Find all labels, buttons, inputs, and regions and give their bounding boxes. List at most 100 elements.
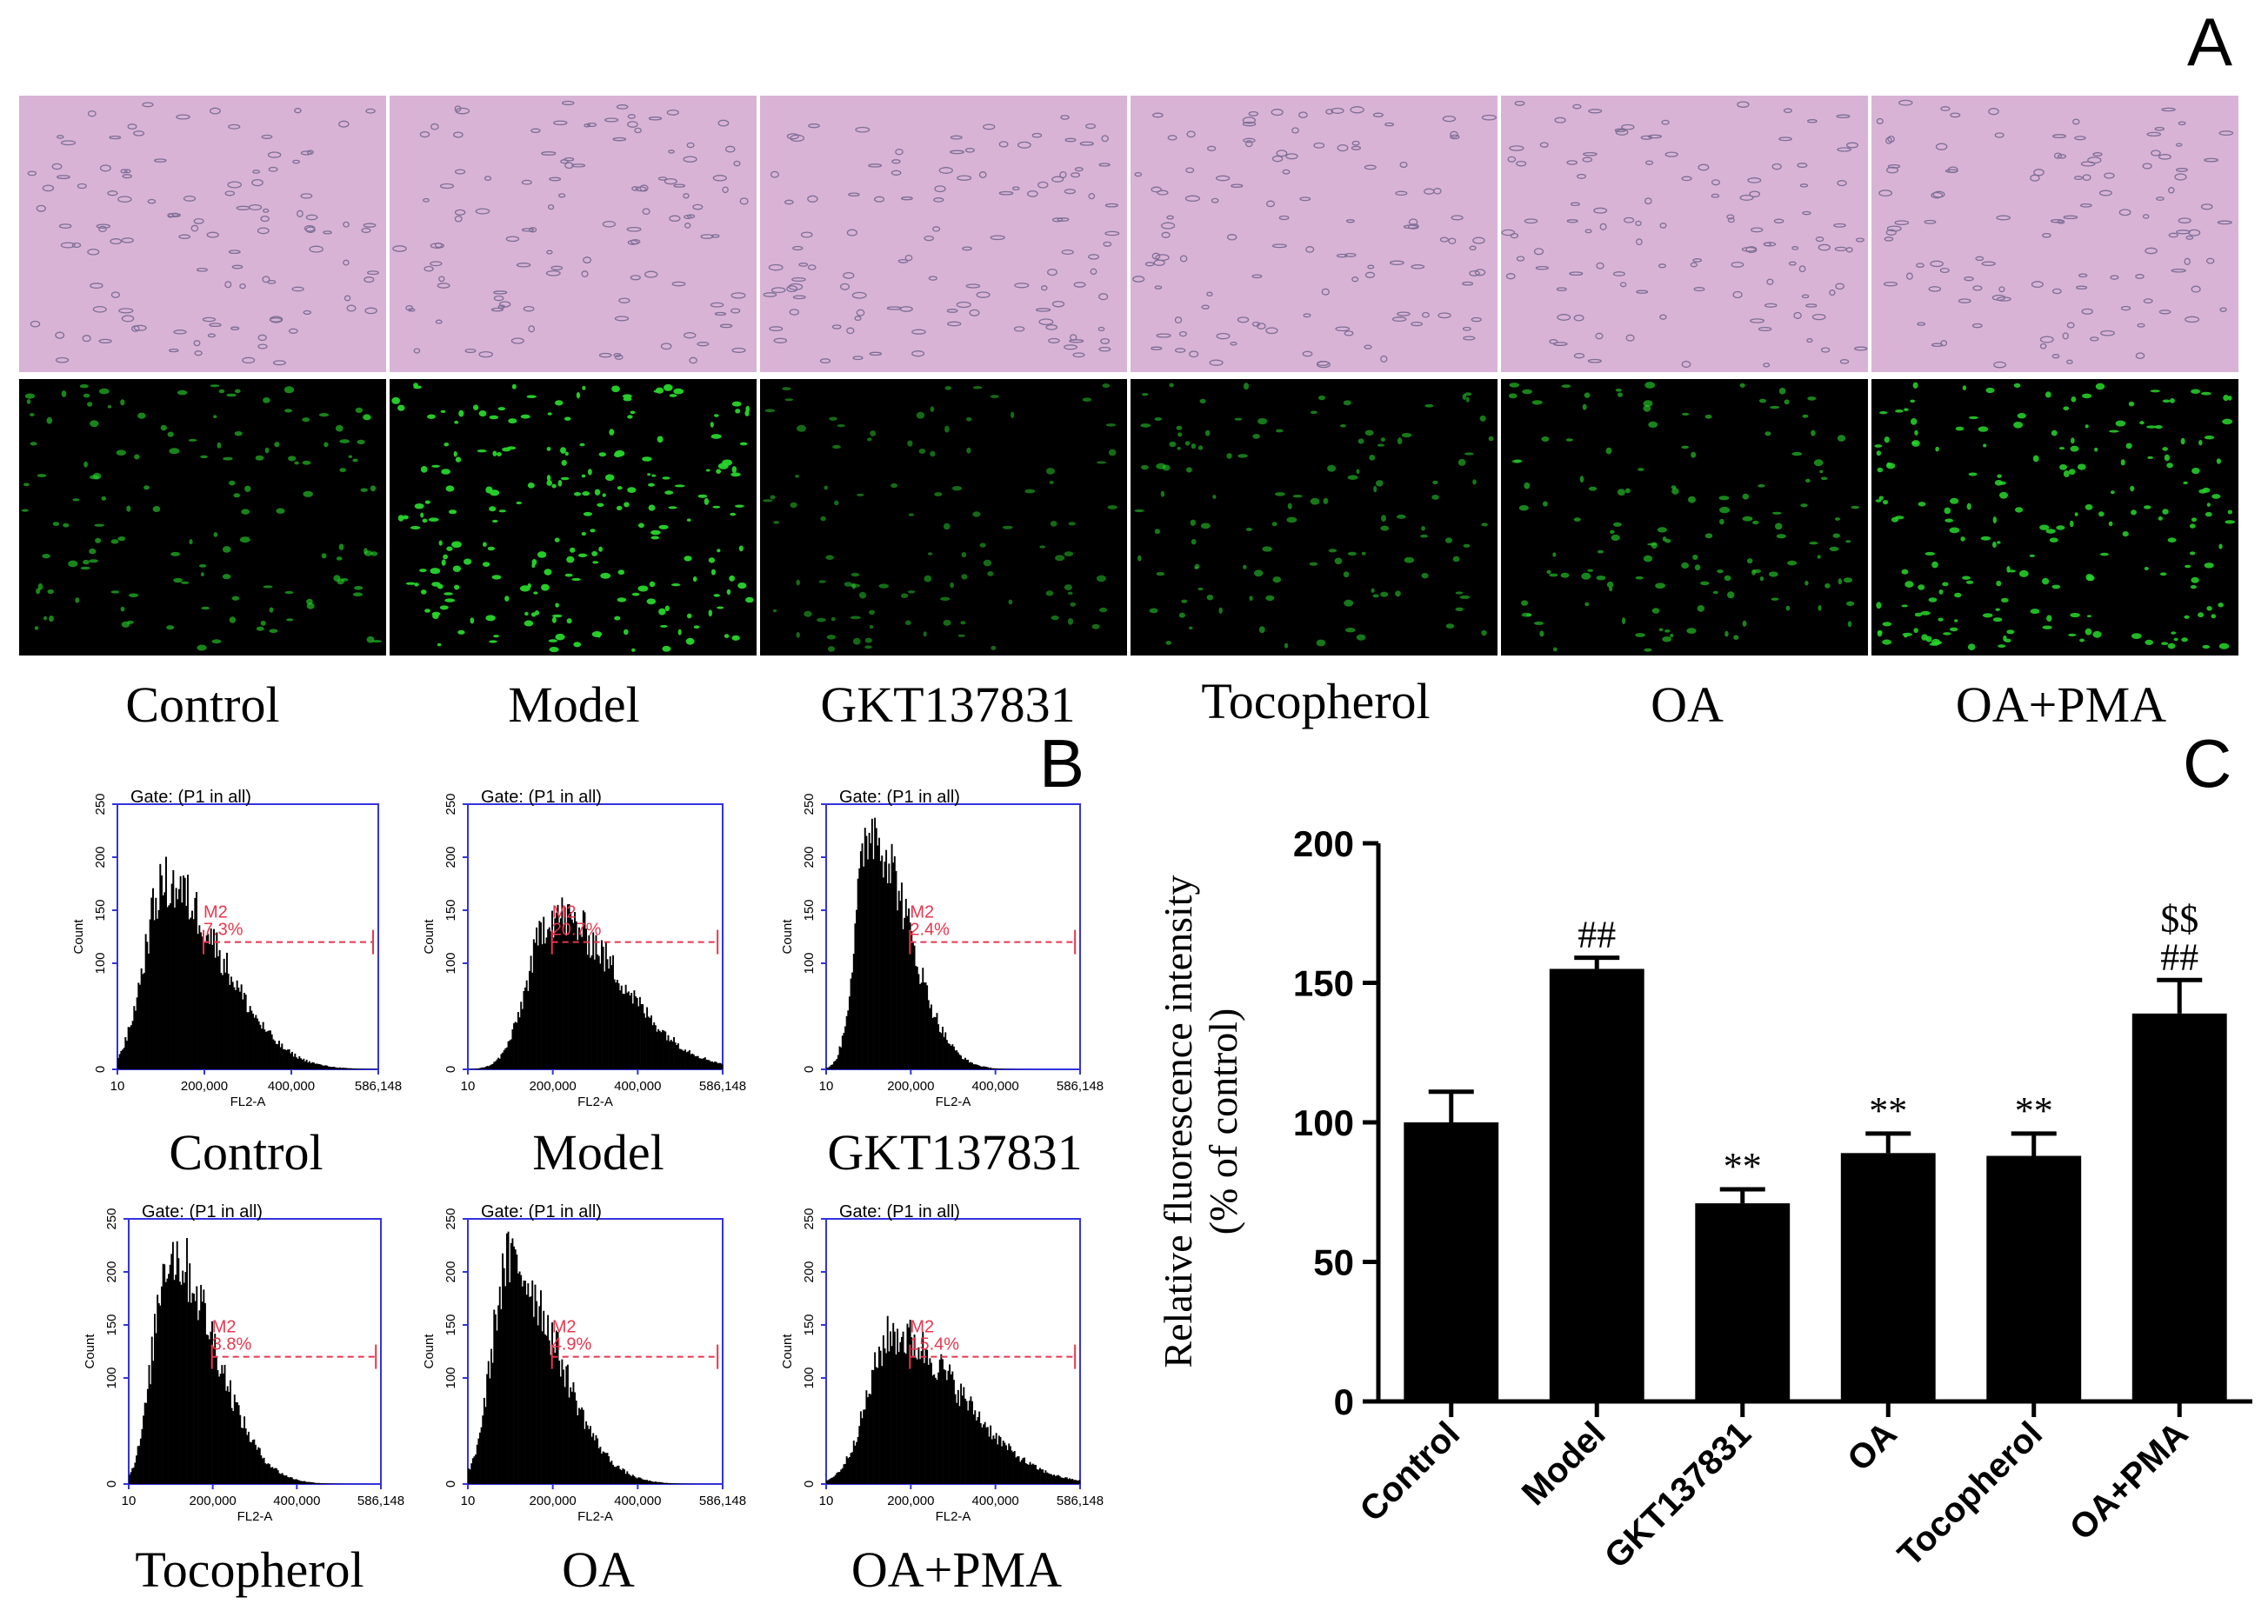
hist-y-tick: 0 bbox=[444, 1481, 458, 1488]
histogram: Gate: (P1 in all) 0 100 150 200 250 Count 10 200… bbox=[422, 1202, 746, 1524]
microscopy-panel bbox=[19, 96, 2238, 656]
significance-label: ** bbox=[2015, 1089, 2053, 1132]
panel-letter-c: C bbox=[2183, 725, 2231, 802]
hist-x-label: FL2-A bbox=[237, 1509, 273, 1524]
histogram: Gate: (P1 in all) 0 100 150 200 250 Count 10 200… bbox=[71, 788, 402, 1109]
hist-x-tick: 200,000 bbox=[530, 1079, 577, 1094]
category-label: OA bbox=[1840, 1414, 1904, 1479]
fluorescence-image bbox=[19, 379, 386, 656]
fluorescence-cells bbox=[1134, 383, 1494, 649]
histogram: Gate: (P1 in all) 0 100 150 200 250 Count 10 200… bbox=[780, 1202, 1104, 1524]
y-tick-label: 0 bbox=[1334, 1381, 1354, 1422]
m2-label: M2 bbox=[552, 1318, 577, 1337]
brightfield-image bbox=[1131, 96, 1498, 372]
brightfield-cells bbox=[1501, 100, 1868, 369]
hist-x-tick: 200,000 bbox=[887, 1079, 934, 1094]
fluorescence-cells bbox=[1874, 382, 2235, 650]
y-tick-label: 100 bbox=[1293, 1102, 1354, 1143]
bar bbox=[1404, 1122, 1499, 1401]
hist-caption-control: Control bbox=[169, 1124, 323, 1181]
m2-label: M2 bbox=[203, 903, 228, 922]
hist-x-tick: 586,148 bbox=[1057, 1494, 1104, 1508]
hist-y-tick: 200 bbox=[444, 1261, 458, 1282]
brightfield-cells bbox=[1876, 99, 2234, 369]
gate-label: Gate: (P1 in all) bbox=[142, 1202, 263, 1221]
m2-percent: 3.8% bbox=[212, 1335, 252, 1354]
m2-label: M2 bbox=[212, 1318, 237, 1337]
hist-y-tick: 150 bbox=[444, 899, 458, 921]
hist-y-tick: 100 bbox=[802, 1367, 817, 1388]
hist-y-tick: 250 bbox=[93, 793, 108, 815]
micro-caption-oa-pma: OA+PMA bbox=[1956, 676, 2166, 733]
hist-x-tick: 400,000 bbox=[972, 1494, 1019, 1508]
hist-x-tick: 10 bbox=[819, 1494, 834, 1508]
hist-y-tick: 200 bbox=[802, 1261, 817, 1282]
hist-y-label: Count bbox=[780, 1334, 795, 1369]
hist-caption-oa-pma: OA+PMA bbox=[851, 1541, 1062, 1598]
hist-caption-gkt137831: GKT137831 bbox=[827, 1124, 1082, 1181]
category-label: GKT137831 bbox=[1598, 1414, 1758, 1575]
bar bbox=[1986, 1155, 2082, 1401]
hist-y-tick: 150 bbox=[93, 899, 108, 921]
hist-y-tick: 150 bbox=[802, 899, 817, 921]
brightfield-image bbox=[19, 96, 386, 372]
brightfield-cells bbox=[27, 102, 379, 366]
m2-percent: 15.4% bbox=[910, 1335, 959, 1354]
m2-percent: 20.7% bbox=[552, 921, 602, 940]
histogram-bars bbox=[468, 897, 724, 1069]
micro-caption-control: Control bbox=[125, 676, 279, 733]
gate-label: Gate: (P1 in all) bbox=[839, 1202, 960, 1221]
fluorescence-image bbox=[1131, 379, 1498, 656]
bar bbox=[1549, 968, 1644, 1401]
fluorescence-cells bbox=[21, 384, 383, 651]
hist-x-tick: 10 bbox=[122, 1494, 137, 1508]
micro-caption-model: Model bbox=[508, 676, 639, 733]
histogram-bars bbox=[117, 856, 379, 1069]
m2-percent: 2.4% bbox=[910, 921, 950, 940]
category-label: Control bbox=[1352, 1414, 1467, 1529]
significance-label: ## bbox=[2160, 935, 2198, 978]
histogram-bars bbox=[826, 1315, 1081, 1484]
bar bbox=[1695, 1203, 1791, 1401]
significance-label: ## bbox=[1578, 914, 1616, 956]
micro-caption-tocopherol: Tocopherol bbox=[1201, 673, 1430, 729]
panel-letter-b: B bbox=[1039, 725, 1084, 802]
category-label: Model bbox=[1515, 1414, 1613, 1513]
hist-y-tick: 150 bbox=[802, 1314, 817, 1335]
hist-y-tick: 0 bbox=[93, 1066, 108, 1073]
hist-y-tick: 250 bbox=[802, 793, 817, 815]
hist-x-tick: 400,000 bbox=[614, 1494, 661, 1508]
micro-caption-gkt137831: GKT137831 bbox=[820, 676, 1075, 733]
hist-y-tick: 200 bbox=[104, 1261, 119, 1282]
hist-y-tick: 200 bbox=[802, 846, 817, 868]
micro-caption-oa: OA bbox=[1651, 676, 1724, 733]
category-label: Tocopherol bbox=[1891, 1414, 2050, 1574]
histogram-bars bbox=[129, 1237, 382, 1484]
brightfield-image bbox=[760, 96, 1127, 372]
hist-y-tick: 150 bbox=[104, 1314, 119, 1335]
hist-x-tick: 586,148 bbox=[699, 1494, 746, 1508]
hist-x-tick: 200,000 bbox=[181, 1079, 228, 1094]
hist-y-tick: 250 bbox=[802, 1208, 817, 1229]
hist-y-tick: 100 bbox=[93, 952, 108, 974]
gate-label: Gate: (P1 in all) bbox=[481, 1202, 602, 1221]
hist-x-tick: 10 bbox=[110, 1079, 125, 1094]
hist-y-tick: 0 bbox=[444, 1066, 458, 1073]
hist-x-tick: 10 bbox=[819, 1079, 834, 1094]
fluorescence-cells bbox=[762, 383, 1117, 652]
gate-label: Gate: (P1 in all) bbox=[481, 788, 602, 807]
hist-x-label: FL2-A bbox=[577, 1095, 613, 1109]
microscopy-captions: Control Model GKT137831 Tocopherol OA OA… bbox=[125, 673, 2166, 733]
hist-y-tick: 250 bbox=[444, 1208, 458, 1229]
hist-x-tick: 200,000 bbox=[530, 1494, 577, 1508]
fluorescence-cells bbox=[391, 383, 754, 653]
hist-y-tick: 200 bbox=[444, 846, 458, 868]
hist-x-tick: 400,000 bbox=[268, 1079, 315, 1094]
significance-label: ** bbox=[1724, 1145, 1762, 1188]
fluorescence-image bbox=[1871, 379, 2238, 656]
hist-y-label: Count bbox=[422, 1334, 437, 1369]
hist-y-tick: 200 bbox=[93, 846, 108, 868]
bar bbox=[1840, 1153, 1936, 1401]
m2-label: M2 bbox=[552, 903, 577, 922]
